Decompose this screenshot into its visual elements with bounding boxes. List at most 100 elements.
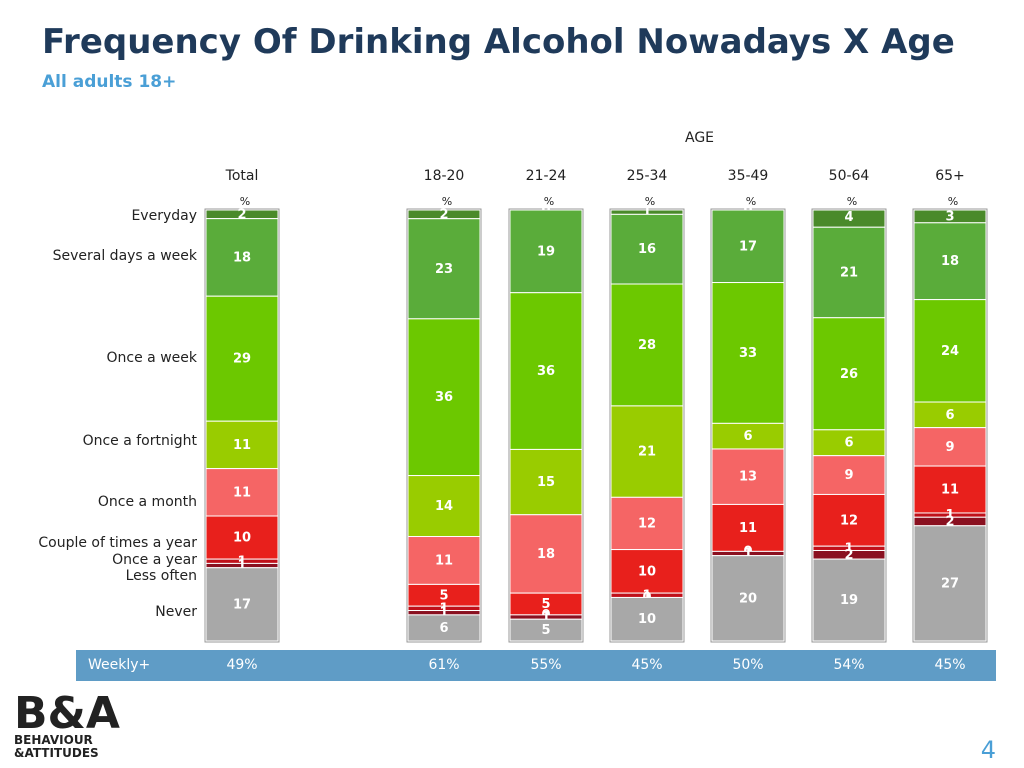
data-label: 1 <box>743 547 752 562</box>
bar-segment <box>913 427 987 467</box>
row-label: Once a month <box>98 494 197 510</box>
data-label: 15 <box>537 475 555 490</box>
weekly-value: 61% <box>428 657 460 673</box>
bar-segment <box>205 468 279 517</box>
stacked-bar-chart: Total% 18-20% 21-24% 25-34% 35-49% 50-64% 65+%… <box>38 168 988 643</box>
page-title: Frequency Of Drinking Alcohol Nowadays X… <box>42 22 955 62</box>
data-label: 10 <box>638 612 656 627</box>
bar-frame <box>406 208 482 643</box>
bar-frame <box>609 208 685 643</box>
page-number: 4 <box>980 736 996 764</box>
weekly-band <box>76 650 996 681</box>
row-label: Less often <box>126 568 197 584</box>
data-label: 11 <box>941 483 959 498</box>
category-label: 25-34 <box>627 168 668 184</box>
bar-segment <box>610 496 684 551</box>
data-label: 1 <box>642 205 651 220</box>
behaviour-attitudes-logo: B&A BEHAVIOUR &ATTITUDES <box>14 688 120 760</box>
bar-segment <box>711 282 785 424</box>
bar-frame <box>710 208 786 643</box>
row-label: Several days a week <box>53 248 198 264</box>
bar-segment <box>711 422 785 450</box>
bar-segment <box>711 448 785 505</box>
row-label: Everyday <box>131 208 197 224</box>
bar-segment <box>407 318 481 477</box>
data-label: 20 <box>739 591 757 606</box>
data-label: 21 <box>840 265 858 280</box>
data-label: 27 <box>941 576 959 591</box>
page-subtitle: All adults 18+ <box>42 72 177 92</box>
data-label: 29 <box>233 352 251 367</box>
bar-segment <box>407 536 481 585</box>
bar-segment <box>509 292 583 450</box>
data-label: 1 <box>237 559 246 574</box>
bar-segment <box>812 429 886 457</box>
bar-segment <box>610 283 684 407</box>
bar-segment <box>205 515 279 560</box>
data-label: 10 <box>638 564 656 579</box>
data-label: 21 <box>638 445 656 460</box>
data-label: 6 <box>743 429 752 444</box>
data-label: 11 <box>233 438 251 453</box>
bar-frame <box>912 208 988 643</box>
data-label: 1 <box>642 588 651 603</box>
bar-segment <box>205 295 279 422</box>
percent-header: % <box>240 195 250 208</box>
category-label: 21-24 <box>526 168 567 184</box>
percent-header: % <box>948 195 958 208</box>
data-label: 1 <box>541 610 550 625</box>
data-label: 2 <box>439 207 448 222</box>
data-label: 1 <box>945 508 954 523</box>
bar-segment <box>610 549 684 594</box>
data-label: 11 <box>435 553 453 568</box>
bar-segment <box>509 209 583 294</box>
weekly-value: 49% <box>226 657 258 673</box>
data-label: 5 <box>541 623 550 638</box>
bar-segment <box>913 465 987 514</box>
svg-text:BEHAVIOUR: BEHAVIOUR <box>14 733 93 747</box>
bar-segment <box>711 209 785 284</box>
weekly-value: 45% <box>934 657 966 673</box>
category-label: 65+ <box>935 168 965 184</box>
svg-text:&ATTITUDES: &ATTITUDES <box>14 746 99 760</box>
bar-segment <box>610 213 684 285</box>
bar-segment <box>711 503 785 552</box>
data-label: 18 <box>233 250 251 265</box>
bar-segment <box>913 401 987 429</box>
data-label: 12 <box>840 513 858 528</box>
data-label: 17 <box>233 597 251 612</box>
bar-segment <box>812 493 886 547</box>
data-label: 1 <box>237 554 246 569</box>
data-label: 6 <box>439 621 448 636</box>
category-label: 50-64 <box>829 168 870 184</box>
percent-header: % <box>544 195 554 208</box>
data-label: 1 <box>439 606 448 621</box>
data-label: 11 <box>233 485 251 500</box>
data-label: 4 <box>844 210 853 225</box>
percent-header: % <box>645 195 655 208</box>
bar-frame <box>204 208 280 643</box>
bar-segment <box>913 525 987 642</box>
data-label: 23 <box>435 262 453 277</box>
data-label: 9 <box>844 468 853 483</box>
data-label: 12 <box>638 516 656 531</box>
data-label: 18 <box>941 254 959 269</box>
weekly-label: Weekly+ <box>88 657 151 673</box>
percent-header: % <box>746 195 756 208</box>
row-label: Once a year <box>112 552 197 568</box>
data-label: 24 <box>941 344 959 359</box>
bar-segment <box>711 555 785 642</box>
data-label: 2 <box>844 548 853 563</box>
data-label: 9 <box>945 440 954 455</box>
data-label: 28 <box>638 338 656 353</box>
data-label: 5 <box>541 597 550 612</box>
row-label: Never <box>155 604 197 620</box>
weekly-value: 55% <box>530 657 562 673</box>
data-label: 11 <box>739 521 757 536</box>
data-label: 2 <box>945 515 954 530</box>
data-label: 19 <box>840 593 858 608</box>
data-label: 3 <box>945 209 954 224</box>
data-label: 1 <box>844 541 853 556</box>
data-label: 36 <box>435 390 453 405</box>
data-label: 1 <box>439 601 448 616</box>
